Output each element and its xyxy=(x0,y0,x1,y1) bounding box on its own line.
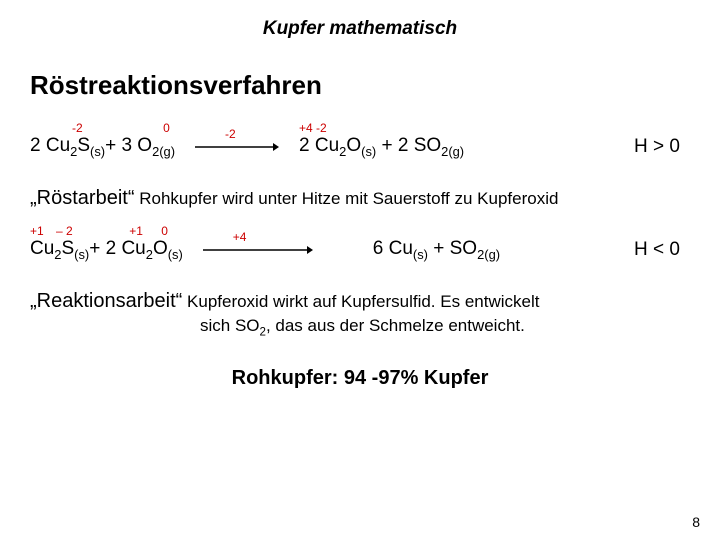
eq-text: 6 Cu xyxy=(373,238,413,259)
desc2-line2: sich SO xyxy=(200,316,260,335)
sub: (s) xyxy=(168,247,183,262)
eq-text: Cu xyxy=(30,238,54,259)
arrow-icon: -2 xyxy=(195,141,279,153)
footer-summary: Rohkupfer: 94 -97% Kupfer xyxy=(30,367,690,390)
oxnum: +4 xyxy=(233,230,247,244)
eq-text: O xyxy=(153,238,168,259)
eq-text: + SO xyxy=(428,238,477,259)
desc1-rest: Rohkupfer wird unter Hitze mit Sauerstof… xyxy=(134,189,558,208)
eq-text: + 2 Cu xyxy=(89,238,146,259)
eq-text: + 3 O xyxy=(105,135,152,156)
oxnum: +1 xyxy=(30,224,44,238)
sub: (s) xyxy=(361,144,376,159)
oxnum: 0 xyxy=(161,224,168,238)
sub: 2(g) xyxy=(441,144,464,159)
sub: 2 xyxy=(146,247,153,262)
eq-text: S xyxy=(77,135,90,156)
sub: (s) xyxy=(74,247,89,262)
description-2: „Reaktionsarbeit“ Kupferoxid wirkt auf K… xyxy=(30,288,690,341)
desc2-rest: Kupferoxid wirkt auf Kupfersulfid. Es en… xyxy=(182,292,539,311)
oxnum: +1 xyxy=(129,224,143,238)
description-1: „Röstarbeit“ Rohkupfer wird unter Hitze … xyxy=(30,185,690,212)
equation-1: -2 2 Cu2S(s) 0 + 3 O2(g) -2 +4 -2 2 Cu2O… xyxy=(30,135,690,159)
oxnum: -2 xyxy=(225,127,236,141)
oxnum: -2 xyxy=(72,121,83,135)
sub: (s) xyxy=(90,144,105,159)
page-number: 8 xyxy=(692,514,700,530)
slide-title: Kupfer mathematisch xyxy=(30,18,690,40)
sub: (s) xyxy=(413,247,428,262)
eq-text: O xyxy=(346,135,361,156)
desc1-lead: „Röstarbeit“ xyxy=(30,187,134,209)
oxnum: – 2 xyxy=(56,224,73,238)
eq-text: + 2 SO xyxy=(376,135,441,156)
oxnum: +4 -2 xyxy=(299,121,327,135)
eq-text: S xyxy=(61,238,74,259)
equation-2: +1 – 2 Cu2S(s) +1 0 + 2 Cu2O(s) +4 6 Cu(… xyxy=(30,238,690,262)
enthalpy-1: H > 0 xyxy=(634,136,690,158)
eq-text: 2 Cu xyxy=(30,135,70,156)
section-heading: Röstreaktionsverfahren xyxy=(30,70,690,101)
desc2-lead: „Reaktionsarbeit“ xyxy=(30,290,182,312)
sub: 2(g) xyxy=(477,247,500,262)
eq-text: 2 Cu xyxy=(299,135,339,156)
arrow-icon: +4 xyxy=(203,244,313,256)
enthalpy-2: H < 0 xyxy=(634,239,690,261)
oxnum: 0 xyxy=(163,121,170,135)
sub: 2(g) xyxy=(152,144,175,159)
desc2-line2b: , das aus der Schmelze entweicht. xyxy=(266,316,525,335)
